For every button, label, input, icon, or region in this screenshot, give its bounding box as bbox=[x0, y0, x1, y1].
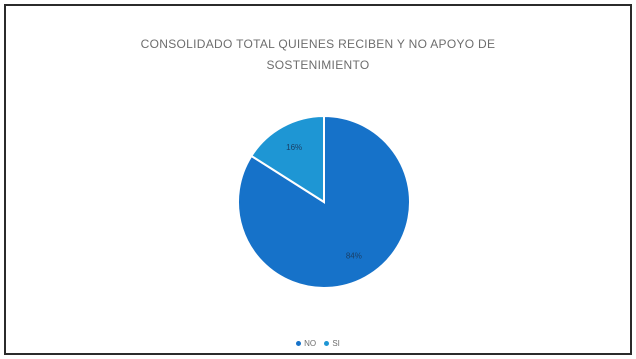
pie-chart: 84% 16% bbox=[237, 114, 411, 289]
chart-title-line-1: CONSOLIDADO TOTAL QUIENES RECIBEN Y NO A… bbox=[140, 37, 496, 51]
chart-frame: CONSOLIDADO TOTAL QUIENES RECIBEN Y NO A… bbox=[4, 4, 632, 355]
data-label-si: 16% bbox=[286, 143, 302, 152]
chart-legend: NO SI bbox=[6, 339, 630, 348]
legend-item-si: SI bbox=[324, 339, 340, 348]
data-label-no: 84% bbox=[346, 251, 362, 260]
legend-label-si: SI bbox=[332, 339, 340, 348]
legend-swatch-si bbox=[324, 341, 330, 346]
pie-slice-si bbox=[250, 114, 325, 204]
legend-label-no: NO bbox=[304, 339, 317, 348]
chart-title: CONSOLIDADO TOTAL QUIENES RECIBEN Y NO A… bbox=[6, 34, 630, 76]
legend-swatch-no bbox=[296, 341, 302, 346]
chart-title-line-2: SOSTENIMIENTO bbox=[266, 58, 370, 72]
legend-item-no: NO bbox=[296, 339, 316, 348]
